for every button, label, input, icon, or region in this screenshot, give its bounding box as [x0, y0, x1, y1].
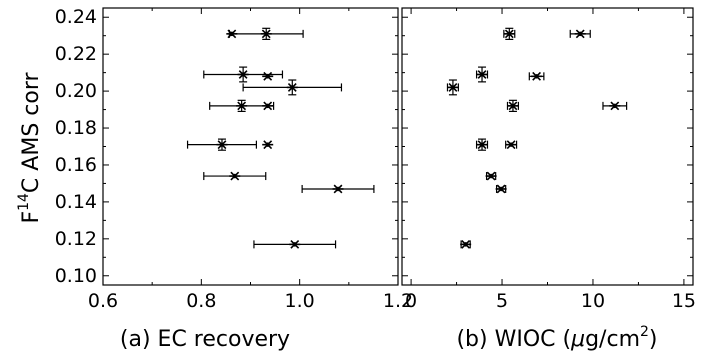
panel-a-data-point — [262, 140, 274, 150]
panel-b-x-tick-label: 10 — [581, 290, 605, 312]
panel-a-data-point — [242, 79, 343, 96]
y-tick-label: 0.14 — [55, 191, 97, 213]
panel-b-data-point — [446, 79, 459, 96]
panel-a-ticks: 0.6 0.8 1.0 1.2 0.10 0.12 0.14 0.16 0.18 0.20 0.22… — [55, 6, 413, 312]
panel-b-data-point — [506, 99, 520, 113]
panel-b-x-tick-label: 15 — [672, 290, 696, 312]
y-tick-label: 0.10 — [55, 265, 97, 287]
svg-text:F14C AMS corr: F14C AMS corr — [16, 72, 44, 224]
panel-a-frame — [102, 7, 399, 286]
panel-a-x-label: (a) EC recovery — [120, 327, 290, 352]
panel-a-data-point — [301, 184, 375, 194]
panel-b-x-label-mid: g/cm — [585, 327, 640, 352]
panel-b-ticks: 0 5 10 15 — [402, 8, 696, 312]
panel-a-x-tick-label: 0.8 — [186, 290, 216, 312]
panel-b-data-point — [460, 239, 472, 249]
panel-b-data-point — [475, 138, 489, 151]
panel-b-x-label-mu: μ — [570, 327, 585, 352]
panel-b-x-label-superscript: 2 — [640, 324, 649, 340]
panel-b-points — [446, 27, 628, 249]
panel-b-data-point — [569, 29, 591, 39]
panel-a-data-point — [186, 138, 257, 151]
panel-b-x-tick-label: 5 — [496, 290, 508, 312]
panel-a-x-tick-label: 1.0 — [285, 290, 315, 312]
panel-b-x-label-prefix: (b) WIOC ( — [456, 327, 571, 352]
panel-a-data-point — [228, 27, 304, 40]
y-axis-label-suffix: C AMS corr — [19, 72, 44, 194]
panel-a-x-tick-label: 1.2 — [383, 290, 413, 312]
panel-b-data-point — [528, 71, 545, 81]
panel-b-data-point — [505, 140, 518, 150]
panel-a-data-point — [262, 101, 274, 111]
y-tick-label: 0.18 — [55, 117, 97, 139]
panel-a-data-point — [253, 239, 337, 249]
panel-b-data-point — [503, 27, 516, 40]
y-tick-label: 0.22 — [55, 43, 97, 65]
panel-b-x-tick-label: 0 — [405, 290, 417, 312]
panel-a-x-tick-label: 0.6 — [88, 290, 118, 312]
panel-a-data-point — [203, 171, 267, 181]
y-axis-label-superscript: 14 — [16, 193, 32, 211]
y-tick-label: 0.16 — [55, 154, 97, 176]
panel-b-data-point — [602, 101, 628, 111]
panel-b-frame — [401, 7, 694, 286]
y-tick-label: 0.20 — [55, 80, 97, 102]
y-axis-label: F14C AMS corr — [16, 72, 44, 224]
panel-b-data-point — [495, 184, 507, 194]
panel-b-data-point — [485, 171, 497, 181]
panel-b-x-label-suffix: ) — [649, 327, 658, 352]
y-tick-label: 0.12 — [55, 228, 97, 250]
panel-b-data-point — [475, 66, 489, 83]
y-tick-label: 0.24 — [55, 6, 97, 28]
panel-a-data-point — [262, 71, 274, 81]
panel-b-x-label: (b) WIOC (μg/cm2) — [456, 324, 657, 352]
y-axis-label-prefix: F — [19, 211, 44, 224]
panel-a-points — [186, 27, 375, 249]
